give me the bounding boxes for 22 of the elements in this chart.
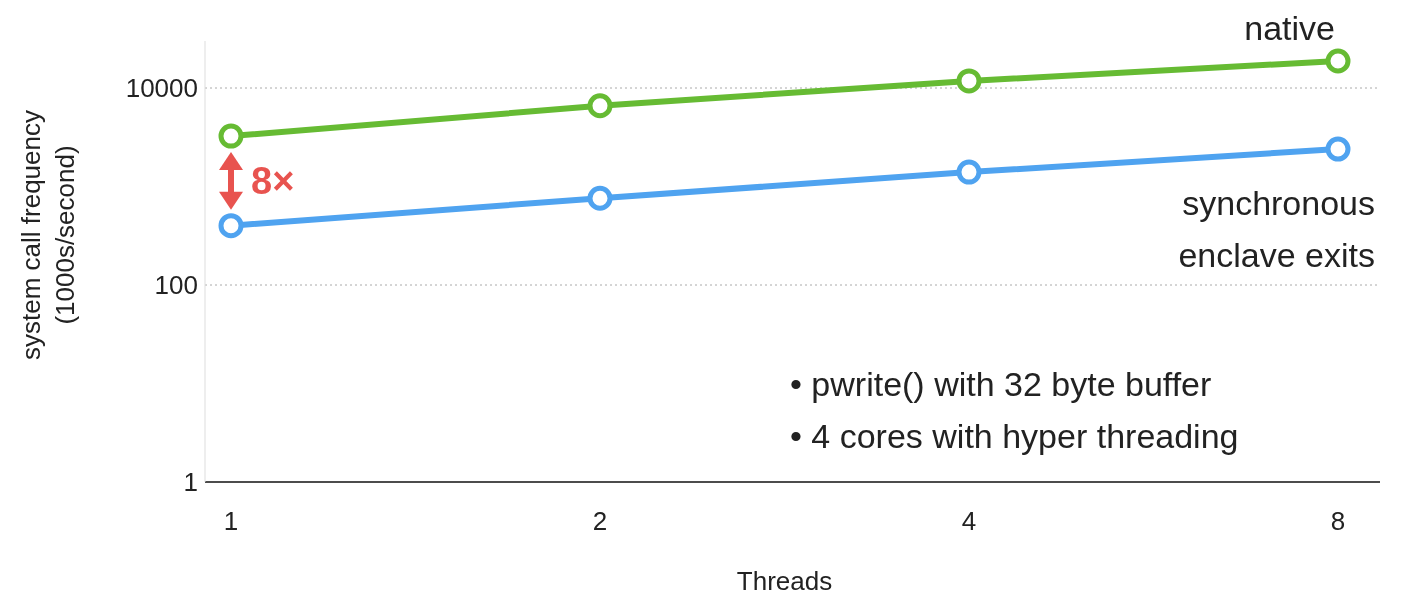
x-tick-label: 4 bbox=[961, 506, 977, 536]
point bbox=[956, 68, 982, 94]
point bbox=[1325, 48, 1351, 74]
y-tick-label: 10000 bbox=[125, 73, 198, 104]
x-tick-label: 1 bbox=[223, 506, 239, 536]
point bbox=[1325, 136, 1351, 162]
point bbox=[218, 213, 244, 239]
y-tick-label: 100 bbox=[154, 270, 198, 301]
point bbox=[587, 185, 613, 211]
series-label: native bbox=[1244, 9, 1335, 47]
point bbox=[587, 93, 613, 119]
x-axis-title: Threads bbox=[736, 566, 833, 596]
point bbox=[956, 159, 982, 185]
annotation: • pwrite() with 32 byte buffer bbox=[790, 365, 1212, 403]
y-tick-label: 1 bbox=[183, 467, 198, 498]
annotation: • 4 cores with hyper threading bbox=[790, 417, 1239, 455]
x-tick-label: 8 bbox=[1330, 506, 1346, 536]
annotation: 8× bbox=[251, 160, 295, 203]
y-axis-title: system call frequency (1000s/second) bbox=[16, 110, 81, 360]
series-label: synchronous enclave exits bbox=[1178, 184, 1375, 274]
x-tick-label: 2 bbox=[592, 506, 608, 536]
point bbox=[218, 123, 244, 149]
